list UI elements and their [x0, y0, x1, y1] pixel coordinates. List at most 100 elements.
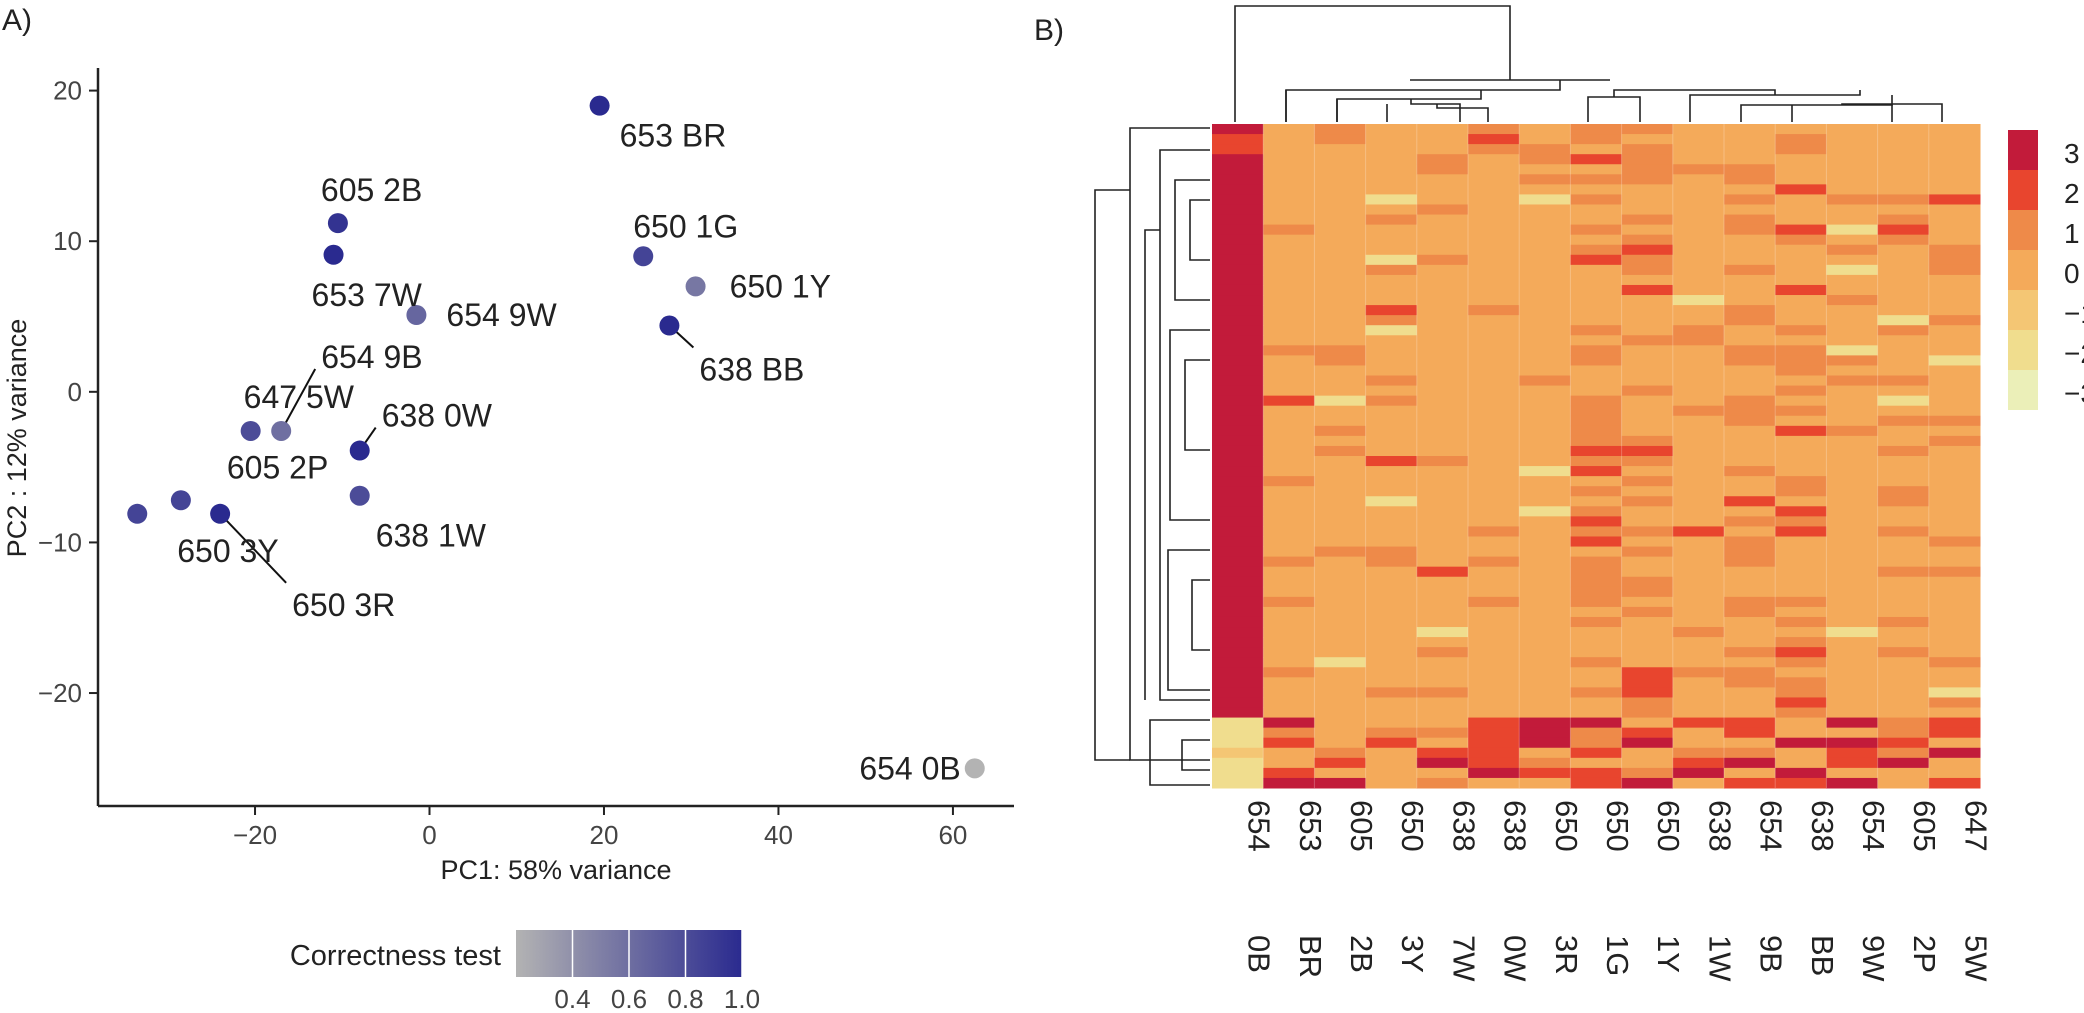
heatmap-cell: [1570, 355, 1623, 366]
heatmap-cell: [1570, 456, 1623, 467]
heatmap-cell: [1570, 445, 1623, 457]
heatmap-cell: [1877, 606, 1930, 618]
heatmap-cell: [1314, 536, 1367, 548]
heatmap-cell: [1775, 637, 1827, 648]
heatmap-cell: [1212, 506, 1264, 517]
heatmap-cell: [1775, 244, 1827, 256]
heatmap-cell: [1672, 546, 1725, 558]
heatmap-cell: [1672, 385, 1725, 397]
heatmap-cell: [1263, 506, 1315, 517]
heatmap-cell: [1570, 476, 1623, 487]
heatmap-cell: [1775, 687, 1827, 698]
heatmap-cell: [1212, 606, 1264, 618]
point-label: 654 9W: [446, 297, 557, 333]
heatmap-cell: [1877, 496, 1930, 507]
heatmap-cell: [1365, 184, 1418, 195]
heatmap-cell: [1621, 586, 1674, 598]
heatmap-cell: [1928, 767, 1981, 779]
column-labels: 654 0B 653 BR 605 2B 650 3Y 638 7W 638 0W 650 3R 650 1G…: [1242, 800, 1994, 982]
point-label: 654 9B: [321, 339, 422, 375]
heatmap-cell: [1416, 325, 1469, 336]
heatmap-cell: [1314, 757, 1367, 769]
heatmap-cell: [1826, 526, 1879, 537]
heatmap-cell: [1928, 496, 1981, 507]
heatmap-cell: [1263, 657, 1315, 668]
legend-swatch: [2008, 250, 2038, 290]
heatmap-cell: [1314, 506, 1367, 517]
heatmap-cell: [1468, 556, 1520, 568]
heatmap-cell: [1263, 637, 1315, 648]
heatmap-cell: [1672, 214, 1725, 226]
heatmap-cell: [1826, 616, 1879, 628]
heatmap-cell: [1570, 717, 1623, 729]
heatmap-cell: [1570, 667, 1623, 678]
heatmap-cell: [1212, 295, 1264, 306]
heatmap-cell: [1621, 536, 1674, 548]
heatmap-cell: [1621, 445, 1674, 457]
column-label-top: 650: [1651, 800, 1686, 852]
heatmap-cell: [1928, 707, 1981, 719]
heatmap-cell: [1621, 174, 1674, 185]
heatmap-cell: [1775, 476, 1827, 487]
scatter-point: [406, 305, 427, 326]
heatmap-cell: [1365, 254, 1418, 266]
heatmap-cell: [1212, 385, 1264, 397]
heatmap-cell: [1263, 124, 1315, 135]
heatmap-cell: [1724, 516, 1776, 527]
heatmap-cell: [1826, 627, 1879, 638]
heatmap-cell: [1672, 777, 1725, 789]
heatmap-cell: [1263, 134, 1315, 145]
heatmap-cell: [1468, 305, 1520, 316]
heatmap-cell: [1672, 667, 1725, 678]
heatmap-cell: [1519, 707, 1571, 719]
heatmap-cell: [1212, 717, 1264, 729]
heatmap-cell: [1212, 647, 1264, 658]
heatmap-cell: [1570, 586, 1623, 598]
heatmap-cell: [1263, 767, 1315, 779]
heatmap-cell: [1724, 596, 1776, 608]
heatmap-cell: [1519, 727, 1571, 739]
heatmap-cell: [1621, 687, 1674, 698]
heatmap-cell: [1519, 757, 1571, 769]
heatmap-cell: [1928, 345, 1981, 356]
heatmap-cell: [1877, 315, 1930, 326]
heatmap-cell: [1314, 727, 1367, 739]
heatmap-cell: [1468, 576, 1520, 588]
heatmap-cell: [1416, 435, 1469, 447]
heatmap-cell: [1212, 476, 1264, 487]
heatmap-cell: [1468, 264, 1520, 276]
heatmap-cell: [1263, 576, 1315, 588]
heatmap-cell: [1621, 415, 1674, 427]
heatmap-cell: [1519, 627, 1571, 638]
heatmap-cell: [1621, 677, 1674, 688]
heatmap-cell: [1621, 486, 1674, 497]
heatmap-cell: [1314, 566, 1367, 578]
heatmap-cell: [1416, 697, 1469, 709]
heatmap-cell: [1775, 647, 1827, 658]
heatmap-grid: [1212, 124, 1981, 789]
heatmap-cell: [1416, 244, 1469, 256]
heatmap-cell: [1519, 747, 1571, 759]
heatmap-cell: [1263, 596, 1315, 608]
scatter-point: [327, 213, 348, 234]
heatmap-cell: [1621, 305, 1674, 316]
heatmap-cell: [1570, 556, 1623, 568]
heatmap-cell: [1416, 596, 1469, 608]
heatmap-cell: [1775, 284, 1827, 296]
x-tick-label: 0: [422, 820, 436, 850]
heatmap-cell: [1314, 405, 1367, 417]
heatmap-cell: [1724, 295, 1776, 306]
heatmap-cell: [1826, 687, 1879, 698]
heatmap-cell: [1570, 466, 1623, 477]
heatmap-cell: [1826, 224, 1879, 236]
heatmap-cell: [1724, 737, 1776, 749]
heatmap-cell: [1416, 627, 1469, 638]
heatmap-cell: [1826, 516, 1879, 527]
heatmap-cell: [1826, 385, 1879, 397]
x-tick-label: 60: [938, 820, 967, 850]
heatmap-cell: [1263, 234, 1315, 246]
y-tick-label: 10: [53, 226, 82, 256]
heatmap-cell: [1314, 335, 1367, 346]
heatmap-cell: [1468, 657, 1520, 668]
heatmap-cell: [1212, 174, 1264, 185]
